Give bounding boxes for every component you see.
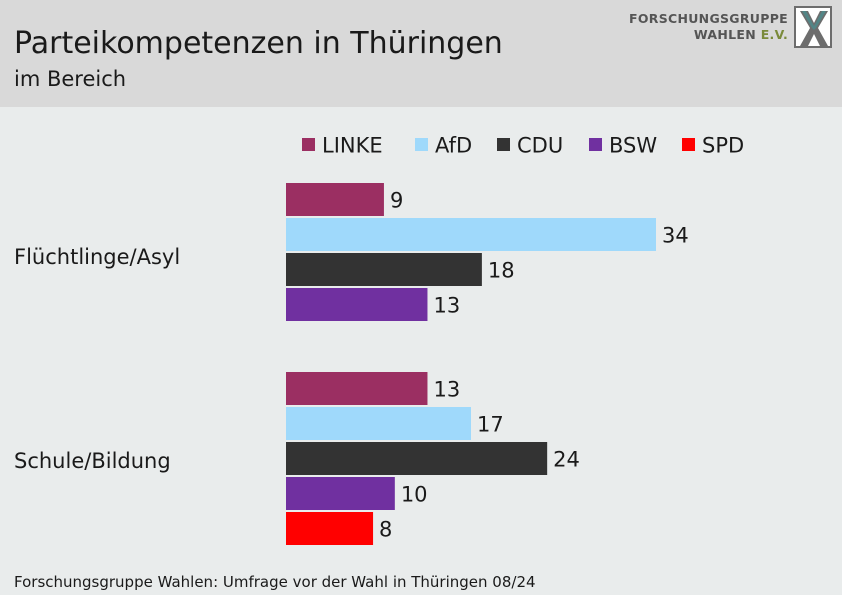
- legend-swatch-bsw: [589, 138, 602, 151]
- legend-label-bsw: BSW: [609, 134, 657, 158]
- bars: [286, 183, 656, 545]
- value-label-fl-chtlinge-asyl-linke: 9: [390, 189, 403, 213]
- value-label-fl-chtlinge-asyl-cdu: 18: [488, 259, 515, 283]
- bar-fl-chtlinge-asyl-afd: [286, 218, 656, 251]
- bar-schule-bildung-cdu: [286, 442, 548, 475]
- legend-swatch-spd: [682, 138, 695, 151]
- bar-fl-chtlinge-asyl-bsw: [286, 288, 428, 321]
- legend-swatch-cdu: [497, 138, 510, 151]
- value-label-schule-bildung-spd: 8: [379, 518, 392, 542]
- legend-label-linke: LINKE: [322, 134, 383, 158]
- legend-label-spd: SPD: [702, 134, 744, 158]
- logo-line-2-name: WAHLEN: [693, 27, 757, 42]
- category-label-fl-chtlinge-asyl: Flüchtlinge/Asyl: [14, 245, 180, 269]
- logo-line-1: FORSCHUNGSGRUPPE: [629, 11, 788, 26]
- logo-line-2-suffix: E.V.: [760, 27, 788, 42]
- legend-swatch-afd: [415, 138, 428, 151]
- value-label-schule-bildung-afd: 17: [477, 413, 504, 437]
- logo-x-mark-icon: [794, 6, 832, 48]
- bar-schule-bildung-spd: [286, 512, 374, 545]
- category-labels: Flüchtlinge/Asyl Schule/Bildung: [14, 245, 180, 473]
- source-note: Forschungsgruppe Wahlen: Umfrage vor der…: [14, 573, 536, 591]
- forschungsgruppe-wahlen-logo: FORSCHUNGSGRUPPE WAHLEN E.V.: [629, 6, 836, 52]
- bar-fl-chtlinge-asyl-cdu: [286, 253, 482, 286]
- value-label-fl-chtlinge-asyl-bsw: 13: [433, 294, 460, 318]
- bar-schule-bildung-linke: [286, 372, 428, 405]
- legend-label-afd: AfD: [435, 134, 472, 158]
- value-label-schule-bildung-cdu: 24: [553, 448, 580, 472]
- bar-chart: LINKE AfD CDU BSW SPD Flüchtlinge/Asyl Schule…: [14, 134, 744, 545]
- legend-label-cdu: CDU: [517, 134, 563, 158]
- category-label-schule-bildung: Schule/Bildung: [14, 449, 171, 473]
- chart-subtitle: im Bereich: [14, 67, 127, 91]
- chart-legend: LINKE AfD CDU BSW SPD: [302, 134, 744, 158]
- bar-schule-bildung-bsw: [286, 477, 395, 510]
- header-band: Parteikompetenzen in Thüringen im Bereic…: [0, 0, 842, 107]
- logo-line-2: WAHLEN E.V.: [694, 27, 788, 42]
- value-label-schule-bildung-linke: 13: [433, 378, 460, 402]
- value-label-fl-chtlinge-asyl-afd: 34: [662, 224, 689, 248]
- value-label-schule-bildung-bsw: 10: [401, 483, 428, 507]
- bar-schule-bildung-afd: [286, 407, 471, 440]
- value-labels: 9 34 18 13 13 17 24 10 8: [379, 189, 689, 542]
- chart-title: Parteikompetenzen in Thüringen: [14, 26, 503, 61]
- bar-fl-chtlinge-asyl-linke: [286, 183, 384, 216]
- legend-swatch-linke: [302, 138, 315, 151]
